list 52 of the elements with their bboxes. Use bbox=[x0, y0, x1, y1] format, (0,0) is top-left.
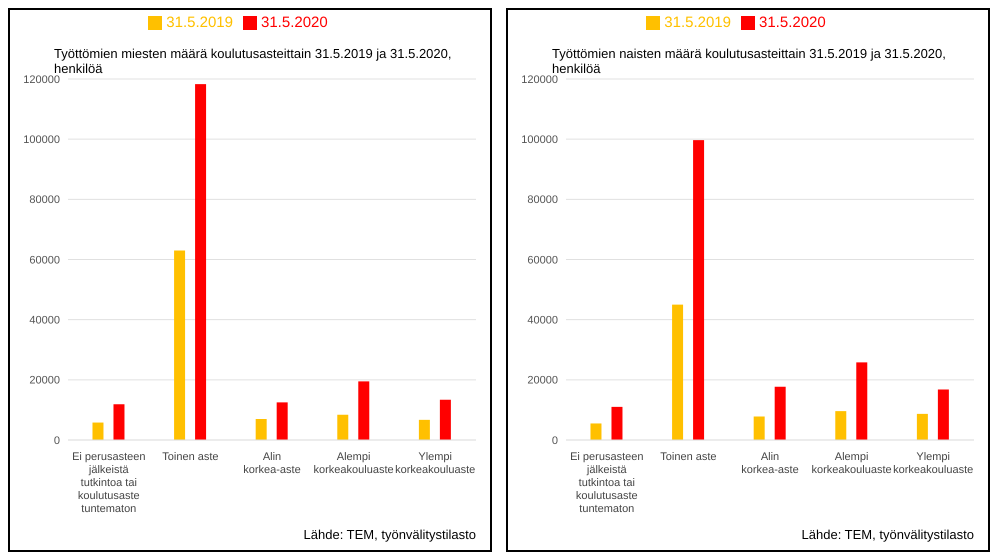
bar bbox=[337, 414, 348, 440]
x-tick-label: Ylempi korkeakouluaste bbox=[893, 451, 974, 476]
x-tick-label: Toinen aste bbox=[660, 451, 717, 463]
bar bbox=[856, 362, 868, 440]
x-tick-label: Alempi korkeakouluaste bbox=[812, 451, 892, 476]
x-tick-label: Alempi korkeakouluaste bbox=[314, 451, 394, 476]
legend-label: 31.5.2019 bbox=[664, 14, 731, 31]
bar bbox=[276, 402, 288, 440]
y-tick-label: 60000 bbox=[29, 254, 60, 266]
bar bbox=[358, 381, 370, 440]
y-tick-label: 80000 bbox=[527, 194, 558, 206]
y-tick-label: 120000 bbox=[23, 74, 60, 86]
y-tick-label: 40000 bbox=[527, 314, 558, 327]
y-tick-label: 100000 bbox=[23, 134, 60, 146]
bar bbox=[256, 418, 267, 440]
bar bbox=[195, 84, 206, 440]
chart-title: Työttömien naisten määrä koulutusasteittain 31.5.2019 ja 31.5.2020, henkilöä bbox=[552, 46, 947, 76]
y-tick-label: 60000 bbox=[527, 254, 558, 266]
bar bbox=[113, 404, 124, 440]
bar bbox=[835, 411, 846, 440]
text: Lähde: TEM, työnvälitystilasto bbox=[802, 527, 974, 542]
legend-label: 31.5.2020 bbox=[261, 14, 328, 31]
y-tick-label: 120000 bbox=[521, 74, 558, 86]
bar bbox=[418, 420, 430, 440]
y-tick-label: 0 bbox=[552, 434, 558, 447]
y-tick-label: 20000 bbox=[527, 374, 558, 387]
y-tick-label: 20000 bbox=[29, 374, 60, 387]
text: Lähde: TEM, työnvälitystilasto bbox=[304, 527, 476, 542]
bar bbox=[611, 406, 622, 440]
x-tick-label: Alin korkea-aste bbox=[741, 451, 799, 476]
bar bbox=[440, 400, 451, 440]
x-tick-label: Ei perusasteen jälkeistä tutkintoa tai koulutusaste tuntematon bbox=[72, 451, 146, 515]
legend-label: 31.5.2019 bbox=[166, 14, 233, 31]
bar bbox=[938, 389, 949, 440]
y-tick-label: 40000 bbox=[29, 314, 60, 327]
y-tick-label: 80000 bbox=[29, 194, 60, 206]
bar bbox=[174, 250, 186, 440]
y-tick-label: 100000 bbox=[521, 134, 558, 146]
bar bbox=[672, 304, 684, 440]
y-tick-label: 0 bbox=[54, 434, 60, 447]
bar bbox=[754, 416, 765, 440]
bar bbox=[774, 386, 786, 440]
legend-label: 31.5.2020 bbox=[759, 14, 826, 31]
bar bbox=[590, 423, 602, 440]
x-tick-label: Alin korkea-aste bbox=[243, 451, 301, 476]
bar bbox=[916, 414, 928, 440]
bar bbox=[693, 140, 704, 440]
x-tick-label: Toinen aste bbox=[162, 451, 219, 463]
chart-title: Työttömien miesten määrä koulutusasteittain 31.5.2019 ja 31.5.2020, henkilöä bbox=[54, 46, 452, 76]
x-tick-label: Ei perusasteen jälkeistä tutkintoa tai koulutusaste tuntematon bbox=[570, 451, 644, 515]
bar bbox=[92, 422, 104, 440]
x-tick-label: Ylempi korkeakouluaste bbox=[395, 451, 476, 476]
